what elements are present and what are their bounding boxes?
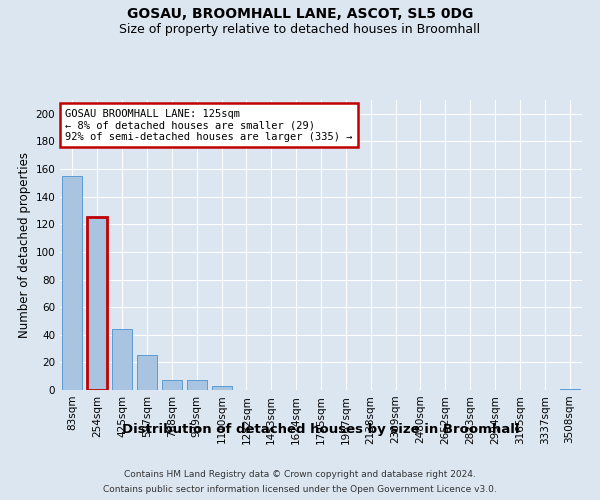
Bar <box>212 386 232 390</box>
Text: Size of property relative to detached houses in Broomhall: Size of property relative to detached ho… <box>119 22 481 36</box>
Bar <box>162 380 182 390</box>
Text: GOSAU, BROOMHALL LANE, ASCOT, SL5 0DG: GOSAU, BROOMHALL LANE, ASCOT, SL5 0DG <box>127 8 473 22</box>
Bar <box>112 329 132 390</box>
Bar <box>88 218 107 390</box>
Text: Distribution of detached houses by size in Broomhall: Distribution of detached houses by size … <box>122 422 520 436</box>
Text: GOSAU BROOMHALL LANE: 125sqm
← 8% of detached houses are smaller (29)
92% of sem: GOSAU BROOMHALL LANE: 125sqm ← 8% of det… <box>65 108 353 142</box>
Bar <box>560 388 580 390</box>
Y-axis label: Number of detached properties: Number of detached properties <box>18 152 31 338</box>
Text: Contains public sector information licensed under the Open Government Licence v3: Contains public sector information licen… <box>103 485 497 494</box>
Bar <box>137 356 157 390</box>
Bar <box>187 380 206 390</box>
Bar <box>62 176 82 390</box>
Text: Contains HM Land Registry data © Crown copyright and database right 2024.: Contains HM Land Registry data © Crown c… <box>124 470 476 479</box>
